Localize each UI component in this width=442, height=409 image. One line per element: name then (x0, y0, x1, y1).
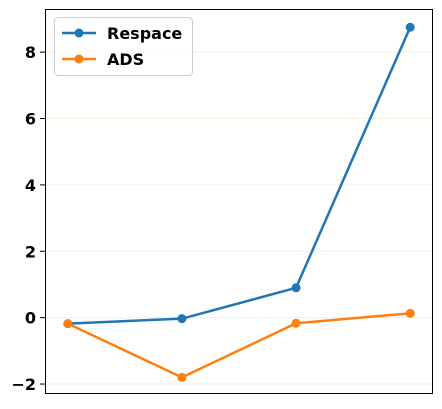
y-axis: −2 0 2 4 6 8 (11, 43, 45, 394)
data-point (63, 319, 73, 329)
legend-marker (74, 28, 84, 38)
series-ads (63, 308, 415, 382)
grid (45, 51, 433, 385)
legend: Respace ADS (54, 17, 193, 76)
y-tick-label: 2 (25, 242, 36, 261)
series-layer (63, 22, 415, 382)
series-line (66, 26, 412, 325)
data-point (291, 283, 301, 293)
plot-frame (45, 9, 433, 394)
legend-entry: Respace (62, 24, 182, 43)
legend-label: Respace (107, 24, 182, 43)
legend-marker (74, 54, 84, 64)
data-point (177, 372, 187, 382)
legend-label: ADS (107, 50, 144, 69)
y-tick-label: −2 (11, 375, 36, 394)
y-tick-label: 0 (25, 309, 36, 328)
data-point (405, 22, 415, 32)
series-line (66, 312, 412, 379)
data-point (405, 308, 415, 318)
y-tick-label: 4 (25, 176, 36, 195)
data-point (291, 318, 301, 328)
y-tick-label: 6 (25, 110, 36, 129)
y-tick-label: 8 (25, 43, 36, 62)
data-point (177, 314, 187, 324)
series-respace (63, 22, 415, 329)
legend-entry: ADS (62, 50, 144, 69)
